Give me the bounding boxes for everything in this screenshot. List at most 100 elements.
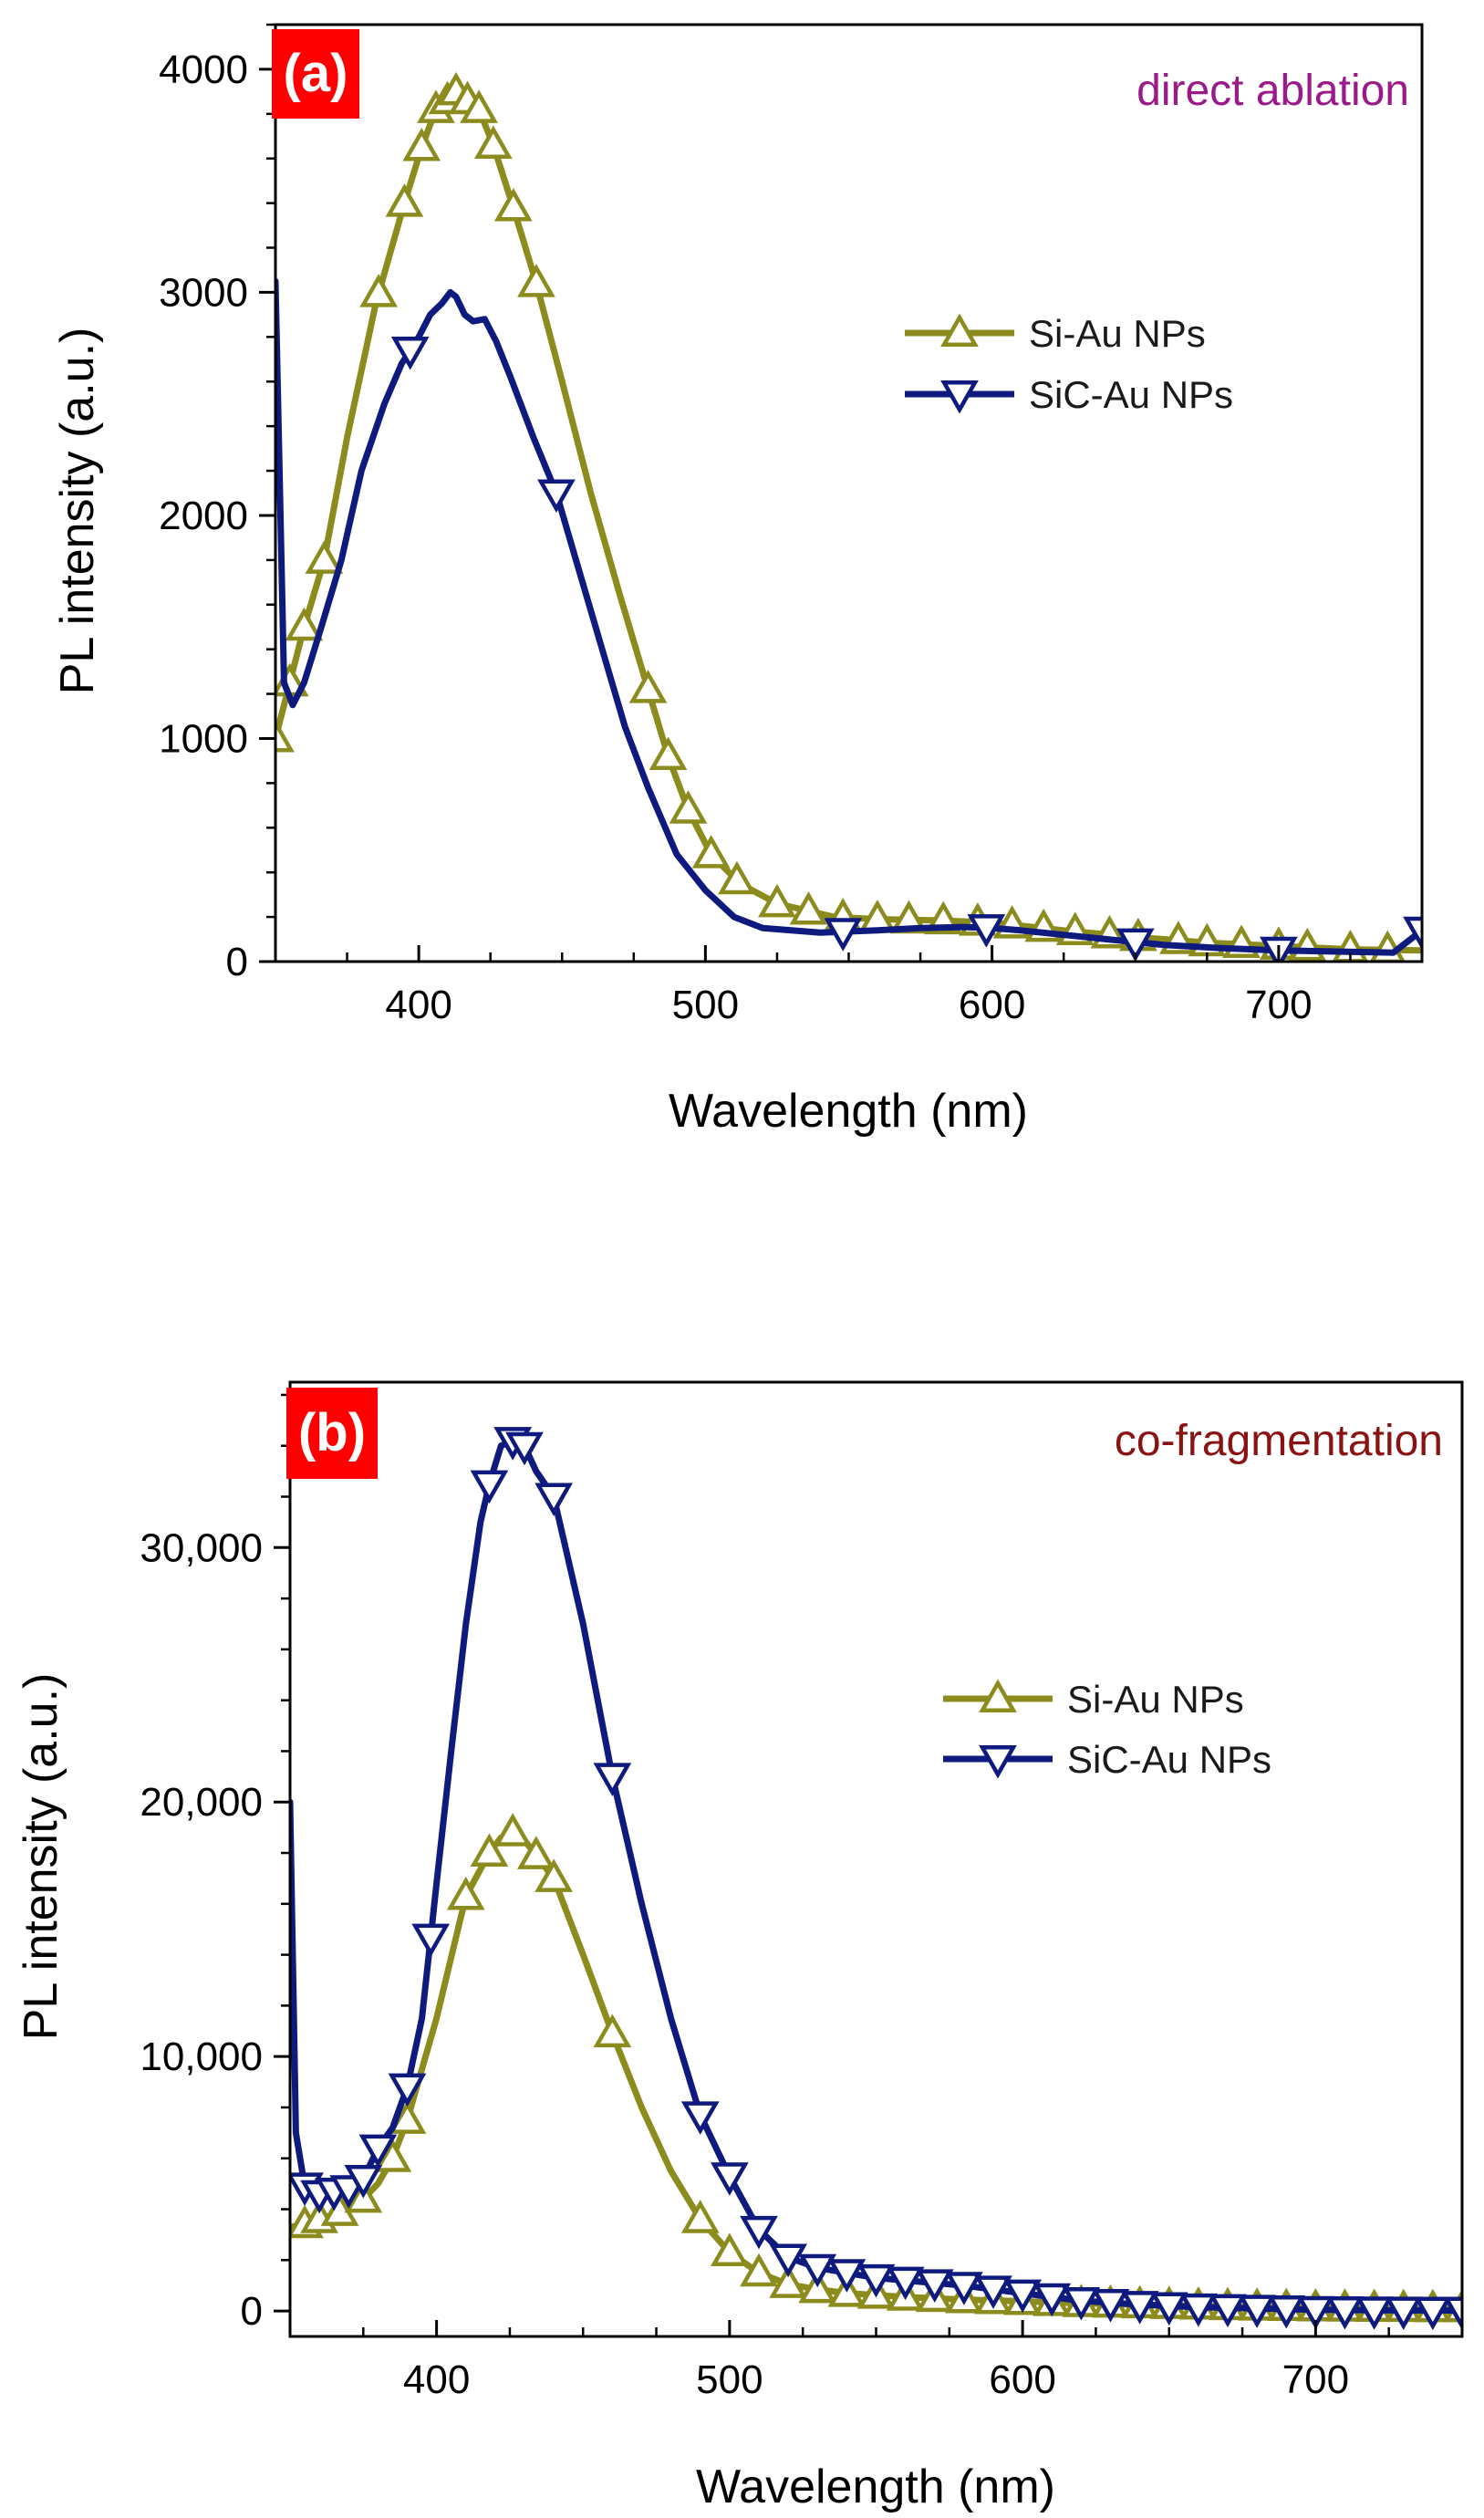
panel-a-ytick-label-2: 2000 <box>159 494 248 538</box>
panel-a-plot-marks <box>275 71 1422 962</box>
panel-a-series-1-marker-6 <box>1403 916 1422 951</box>
panel-b-series-1-marker-14 <box>710 2162 749 2196</box>
panel-a-series-0-marker-4 <box>359 274 399 307</box>
panel-b-annotation: co-fragmentation <box>1115 1417 1443 1465</box>
panel-b-series-1-marker-7 <box>411 1923 451 1958</box>
panel-a-xlabel: Wavelength (nm) <box>669 1085 1028 1138</box>
panel-b-plot-marks <box>290 1427 1462 2331</box>
panel-b-series-1-marker-38 <box>1414 2296 1452 2331</box>
panel-a-series-group <box>275 71 1422 962</box>
panel-b-ytick-label-3: 30,000 <box>140 1525 263 1570</box>
legend-a-si-au-label: Si-Au NPs <box>1029 312 1206 355</box>
panel-b-series-1-marker-27 <box>1091 2289 1130 2323</box>
legend-b-sic-au-label: SiC-Au NPs <box>1067 1738 1271 1781</box>
panel-b-xtick-label-1: 500 <box>696 2357 763 2402</box>
panel-a-series-0-marker-11 <box>460 89 498 123</box>
panel-a-series-0-marker-2 <box>285 607 324 641</box>
legend-a-si-au-marker <box>940 313 979 347</box>
panel-b-series-1-marker-15 <box>740 2215 778 2250</box>
panel-b-series-0-marker-11 <box>593 2013 632 2048</box>
panel-b-ytick-label-2: 20,000 <box>140 1780 263 1825</box>
panel-a-xtick-label-3: 700 <box>1245 983 1312 1027</box>
panel-b-series-0-marker-14 <box>740 2253 778 2287</box>
panel-a-series-1-marker-0 <box>390 337 430 370</box>
panel-b-series-0-marker-12 <box>680 2200 720 2233</box>
panel-a-series-0-marker-14 <box>517 264 555 297</box>
panel-b-ytick-label-0: 0 <box>241 2289 263 2334</box>
panel-b-series-0-marker-7 <box>470 1833 509 1868</box>
panel-a-xtick-label-0: 400 <box>385 983 451 1027</box>
panel-a-series-0-marker-13 <box>493 187 533 222</box>
panel-b-ticks: 400 500 600 700 0 10,000 20,000 30,000 <box>140 1393 1464 2402</box>
panel-b-series-1-marker-12 <box>593 1763 632 1796</box>
panel-a-series-0-marker-6 <box>402 127 441 161</box>
panel-b-series-1-marker-26 <box>1062 2286 1101 2321</box>
panel-b-series-1-marker-36 <box>1354 2296 1394 2330</box>
panel-b-axes-frame <box>288 1380 1464 2338</box>
panel-b-series-1-marker-10 <box>505 1431 544 1466</box>
panel-b-series-1-marker-8 <box>470 1470 509 1504</box>
panel-b-xtick-label-2: 600 <box>989 2357 1055 2402</box>
panel-b-series-1-marker-39 <box>1443 2296 1462 2331</box>
panel-b-legend: Si-Au NPs SiC-Au NPs <box>943 1678 1271 1781</box>
panel-a-series-0-marker-5 <box>385 183 424 217</box>
panel-b-series-1-marker-33 <box>1267 2295 1306 2329</box>
panel-a-series-1-line <box>275 277 1422 956</box>
panel-a-series-0-line <box>275 88 1422 954</box>
panel-a-series-0-marker-3 <box>305 540 344 574</box>
legend-b-sic-au-marker <box>979 1745 1017 1779</box>
panel-a-ytick-label-4: 4000 <box>159 47 248 92</box>
panel-a-series-0-marker-20 <box>758 883 796 918</box>
panel-b-series-0-marker-6 <box>446 1876 485 1910</box>
legend-b-si-au-label: Si-Au NPs <box>1067 1678 1244 1721</box>
panel-b-series-1-marker-16 <box>769 2243 808 2278</box>
panel-a-ytick-label-1: 1000 <box>159 716 248 761</box>
panel-b-series-1-marker-25 <box>1033 2283 1072 2317</box>
panel-a-ylabel: PL intensity (a.u.) <box>51 328 104 695</box>
panel-a-series-0-marker-18 <box>691 835 731 869</box>
panel-b-series-1-marker-18 <box>827 2259 867 2293</box>
panel-b-series-1-marker-31 <box>1209 2294 1247 2328</box>
panel-b-xtick-label-3: 700 <box>1282 2357 1349 2402</box>
legend-b-si-au-marker <box>979 1679 1017 1712</box>
panel-a-series-0-marker-16 <box>649 736 688 771</box>
panel-b-series-1-marker-35 <box>1325 2295 1365 2330</box>
panel-b-tag-bg <box>286 1388 378 1479</box>
panel-b: 400 500 600 700 0 10,000 20,000 30,000 Si-Au NP… <box>15 1380 1464 2513</box>
panel-a-series-0-marker-15 <box>628 670 668 703</box>
panel-b-series-1-marker-32 <box>1238 2294 1277 2328</box>
panel-a-ytick-label-3: 3000 <box>159 270 248 315</box>
panel-a-series-1-marker-4 <box>1116 928 1155 962</box>
panel-a: 400 500 600 700 0 1000 2000 3000 4000 Si-Au NPs … <box>51 23 1424 1138</box>
panel-b-series-1-marker-20 <box>886 2266 925 2301</box>
panel-a-tag: (a) <box>284 44 348 103</box>
panel-b-series-1-marker-24 <box>1003 2279 1043 2314</box>
legend-a-sic-au-marker <box>940 380 979 414</box>
panel-b-series-0-marker-9 <box>516 1836 555 1869</box>
panel-a-ticks: 400 500 600 700 0 1000 2000 3000 4000 <box>159 23 1424 1027</box>
panel-b-series-1-marker-22 <box>945 2272 983 2305</box>
panel-b-series-0-marker-8 <box>493 1813 533 1847</box>
panel-b-series-1-marker-28 <box>1120 2291 1159 2325</box>
panel-b-series-1-marker-5 <box>358 2134 398 2169</box>
panel-b-ylabel: PL intensity (a.u.) <box>15 1673 67 2041</box>
panel-b-series-1-marker-13 <box>680 2101 720 2135</box>
panel-a-series-0-marker-17 <box>669 790 708 824</box>
panel-b-series-1-marker-21 <box>915 2269 954 2303</box>
panel-b-series-1-marker-17 <box>798 2253 837 2288</box>
panel-b-series-1-marker-23 <box>974 2275 1012 2309</box>
panel-a-series-0-marker-21 <box>789 890 828 925</box>
panel-b-series-1-line <box>290 1437 1462 2314</box>
panel-b-series-1-marker-4 <box>344 2165 383 2199</box>
panel-b-series-1-marker-37 <box>1384 2296 1423 2330</box>
panel-b-xtick-label-0: 400 <box>403 2357 470 2402</box>
panel-b-series-0-marker-13 <box>710 2232 749 2266</box>
panel-a-series-0-marker-0 <box>275 718 295 753</box>
panel-a-series-1-marker-2 <box>824 918 863 952</box>
panel-a-ytick-label-0: 0 <box>226 940 248 984</box>
panel-a-axes-frame <box>274 23 1424 963</box>
panel-b-series-0-marker-16 <box>798 2269 837 2304</box>
panel-b-xlabel: Wavelength (nm) <box>696 2461 1055 2513</box>
panel-b-series-1-marker-11 <box>534 1483 574 1517</box>
